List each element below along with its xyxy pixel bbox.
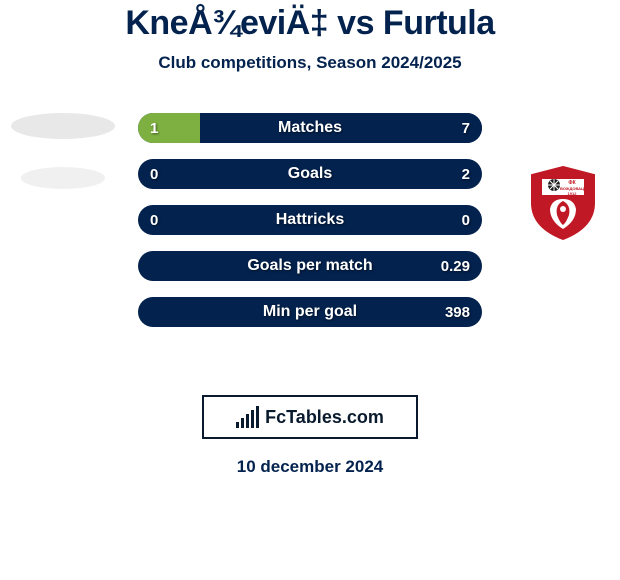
stat-row: 02Goals (138, 159, 482, 189)
placeholder-ellipse (11, 113, 115, 139)
right-club-crest: ФК ВОЖДОВАЦ 1912 (514, 159, 612, 245)
subtitle: Club competitions, Season 2024/2025 (0, 53, 620, 73)
fctables-logo[interactable]: FcTables.com (202, 395, 418, 439)
stat-label: Goals per match (138, 251, 482, 281)
stats-area: ФК ВОЖДОВАЦ 1912 17Matches 02Goals 00Hattr… (0, 113, 620, 373)
stat-row: 00Hattricks (138, 205, 482, 235)
stat-label: Hattricks (138, 205, 482, 235)
placeholder-ellipse (21, 167, 105, 189)
stat-row: 0.29Goals per match (138, 251, 482, 281)
club-crest-icon: ФК ВОЖДОВАЦ 1912 (514, 159, 612, 245)
stat-row: 398Min per goal (138, 297, 482, 327)
date-label: 10 december 2024 (0, 457, 620, 477)
stat-rows: 17Matches 02Goals 00Hattricks 0.29Goals per… (138, 113, 482, 327)
logo-text: FcTables.com (265, 407, 384, 428)
stat-label: Goals (138, 159, 482, 189)
stat-label: Matches (138, 113, 482, 143)
stat-label: Min per goal (138, 297, 482, 327)
page-title: KneÅ¾eviÄ‡ vs Furtula (0, 4, 620, 43)
svg-text:1912: 1912 (568, 191, 578, 196)
bar-chart-icon (236, 406, 259, 428)
root: KneÅ¾eviÄ‡ vs Furtula Club competitions,… (0, 0, 620, 477)
stat-row: 17Matches (138, 113, 482, 143)
